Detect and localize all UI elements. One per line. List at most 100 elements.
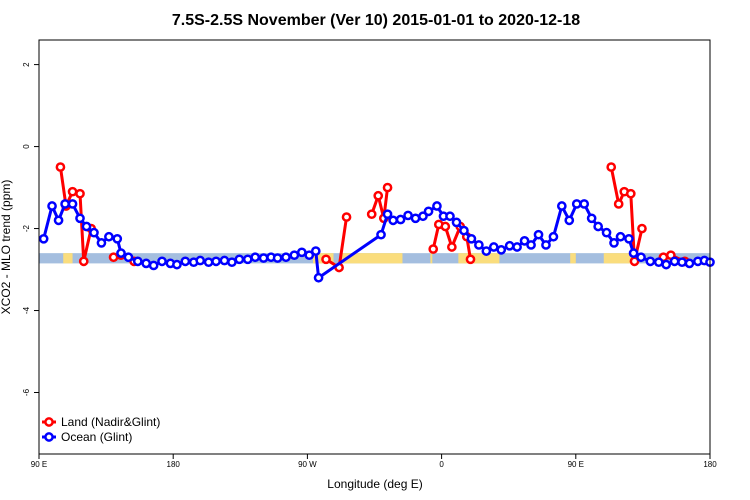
ocean-point <box>81 221 92 232</box>
ocean-point <box>172 259 182 270</box>
ocean-point <box>112 233 123 244</box>
land-point <box>440 221 451 232</box>
ocean-point <box>60 199 70 209</box>
ocean-point <box>661 259 672 270</box>
ocean-point <box>571 199 582 209</box>
ocean-point <box>512 242 522 252</box>
ocean-point <box>548 231 559 242</box>
land-band <box>603 253 638 264</box>
ocean-point <box>533 229 544 240</box>
land-point <box>373 190 384 201</box>
ocean-point <box>451 217 462 228</box>
x-tick-label: 90 W <box>298 460 317 469</box>
ocean-point <box>227 257 237 268</box>
ocean-point <box>104 231 114 242</box>
ocean-point <box>250 252 261 263</box>
land-point <box>108 252 119 263</box>
series-layer <box>38 162 715 283</box>
land-point <box>321 254 331 265</box>
land-point <box>55 162 66 172</box>
ocean-point <box>615 231 626 242</box>
land-point <box>447 242 457 252</box>
ocean-point <box>47 201 57 211</box>
ocean-point <box>541 240 551 250</box>
ocean-point <box>211 256 221 267</box>
ocean-point <box>432 201 442 211</box>
ocean-point <box>636 252 646 263</box>
ocean-point <box>423 206 434 217</box>
ocean-point <box>75 213 85 224</box>
legend-label-ocean: Ocean (Glint) <box>61 430 132 444</box>
ocean-point <box>195 255 206 266</box>
land-point <box>382 182 393 193</box>
ocean-point <box>141 258 152 269</box>
y-tick-label: -2 <box>22 224 31 232</box>
ocean-point <box>310 246 321 256</box>
ocean-point <box>466 233 477 244</box>
land-point <box>78 256 89 267</box>
ocean-point <box>445 211 455 222</box>
chart-title: 7.5S-2.5S November (Ver 10) 2015-01-01 t… <box>172 12 580 29</box>
ocean-point <box>116 248 126 258</box>
ocean-point <box>496 245 507 255</box>
ocean-point <box>556 201 567 211</box>
ocean-point <box>564 215 575 226</box>
land-point <box>637 223 647 234</box>
y-tick-label: 0 <box>22 144 31 149</box>
ocean-point <box>653 257 664 268</box>
ocean-point <box>258 253 269 263</box>
land-band <box>458 253 500 264</box>
ocean-point <box>89 227 99 238</box>
land-point <box>341 212 352 222</box>
legend-marker-ocean <box>44 432 54 442</box>
y-axis: 2 0 -2 -4 -6 <box>22 62 39 396</box>
land-point <box>428 244 439 254</box>
x-axis: 90 E 180 90 W 0 90 E 180 <box>31 454 717 469</box>
ocean-point <box>388 215 398 226</box>
ocean-point <box>157 256 167 267</box>
legend: Land (Nadir&Glint) Ocean (Glint) <box>42 415 160 444</box>
y-tick-label: 2 <box>22 62 31 67</box>
ocean-point <box>289 250 300 261</box>
ocean-point <box>481 246 492 256</box>
ocean-point <box>38 233 49 244</box>
ocean-point <box>376 229 386 240</box>
ocean-point <box>418 211 428 222</box>
ocean-point <box>313 272 324 283</box>
ocean-point <box>132 256 143 267</box>
land-point <box>606 162 617 172</box>
legend-marker-land <box>44 417 54 427</box>
x-tick-label: 0 <box>439 460 444 469</box>
x-tick-label: 90 E <box>568 460 584 469</box>
land-series-line <box>370 187 390 220</box>
ocean-point <box>504 240 515 251</box>
y-axis-label: XCO2 - MLO trend (ppm) <box>0 180 13 315</box>
ocean-point <box>624 233 634 244</box>
x-tick-label: 90 E <box>31 460 47 469</box>
ocean-point <box>645 256 656 267</box>
land-point <box>75 188 85 199</box>
ocean-point <box>96 238 107 248</box>
ocean-point <box>203 257 214 268</box>
ocean-point <box>272 253 283 263</box>
ocean-point <box>304 250 315 261</box>
ocean-point <box>219 255 230 266</box>
ocean-point <box>579 199 590 209</box>
ocean-point <box>488 242 499 252</box>
ocean-point <box>526 240 536 250</box>
ocean-point <box>459 225 469 236</box>
ocean-point <box>474 240 484 250</box>
ocean-point <box>180 256 191 267</box>
land-band <box>63 253 73 264</box>
x-tick-label: 180 <box>167 460 181 469</box>
ocean-point <box>395 214 406 225</box>
ocean-point <box>677 257 687 268</box>
ocean-point <box>593 221 604 232</box>
land-point <box>366 209 377 220</box>
ocean-point <box>148 260 159 271</box>
ocean-point <box>242 254 253 265</box>
ocean-point <box>586 213 597 224</box>
ocean-point <box>519 236 530 246</box>
ocean-point <box>382 209 393 220</box>
